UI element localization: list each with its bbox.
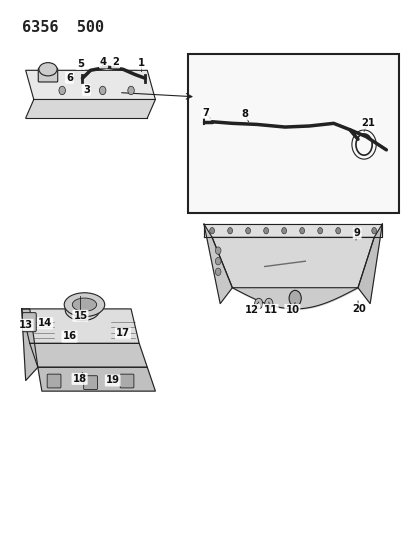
Polygon shape	[204, 224, 382, 237]
Bar	[188, 54, 399, 214]
Text: 6: 6	[66, 72, 73, 83]
Polygon shape	[22, 309, 38, 381]
Circle shape	[300, 228, 305, 234]
Text: 11: 11	[263, 305, 277, 315]
Polygon shape	[30, 343, 147, 367]
Circle shape	[264, 228, 268, 234]
Text: 10: 10	[285, 305, 299, 315]
Circle shape	[336, 228, 341, 234]
Circle shape	[354, 228, 359, 234]
Text: 2: 2	[112, 58, 119, 67]
Circle shape	[228, 228, 233, 234]
Text: 18: 18	[73, 374, 86, 384]
Text: 9: 9	[354, 228, 361, 238]
Text: 17: 17	[116, 328, 130, 338]
Polygon shape	[26, 70, 155, 100]
Circle shape	[318, 228, 323, 234]
Text: 4: 4	[100, 58, 107, 67]
Circle shape	[215, 268, 221, 276]
Polygon shape	[26, 100, 155, 118]
Circle shape	[128, 86, 134, 95]
Circle shape	[246, 228, 251, 234]
Circle shape	[265, 298, 273, 309]
Text: 6356  500: 6356 500	[22, 20, 104, 35]
Circle shape	[210, 228, 215, 234]
Text: 16: 16	[62, 332, 77, 342]
Circle shape	[372, 228, 377, 234]
Text: 15: 15	[73, 311, 87, 321]
Circle shape	[255, 298, 263, 309]
Ellipse shape	[65, 300, 100, 320]
Text: 13: 13	[19, 320, 33, 330]
Polygon shape	[38, 367, 155, 391]
Circle shape	[100, 86, 106, 95]
Text: 20: 20	[352, 304, 366, 314]
Text: 8: 8	[241, 109, 248, 119]
Circle shape	[289, 290, 301, 306]
Text: 14: 14	[38, 318, 52, 328]
Circle shape	[282, 228, 286, 234]
Ellipse shape	[39, 63, 57, 76]
Text: 7: 7	[203, 108, 209, 118]
Ellipse shape	[72, 298, 97, 311]
FancyBboxPatch shape	[22, 313, 36, 332]
FancyBboxPatch shape	[120, 374, 134, 388]
Circle shape	[215, 257, 221, 265]
Circle shape	[215, 247, 221, 254]
Polygon shape	[204, 224, 233, 304]
Polygon shape	[212, 237, 374, 288]
Ellipse shape	[64, 293, 105, 317]
Text: 1: 1	[137, 59, 145, 68]
Polygon shape	[358, 224, 382, 304]
Polygon shape	[22, 309, 139, 343]
Text: 19: 19	[106, 375, 120, 385]
Text: 5: 5	[77, 59, 84, 69]
Text: 12: 12	[245, 305, 259, 315]
FancyBboxPatch shape	[84, 376, 98, 390]
FancyBboxPatch shape	[38, 68, 58, 82]
Text: 21: 21	[361, 118, 375, 128]
Ellipse shape	[71, 303, 93, 317]
FancyBboxPatch shape	[47, 374, 61, 388]
Text: 3: 3	[83, 85, 90, 95]
Circle shape	[59, 86, 65, 95]
